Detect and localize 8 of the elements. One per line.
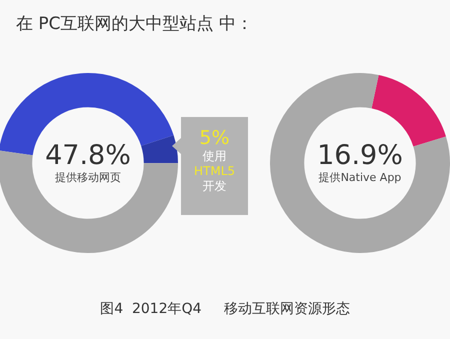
chart-title: 在 PC互联网的大中型站点 中： (16, 13, 253, 35)
text: 提供Native App (318, 171, 402, 185)
slice-label: 使用 HTML5 开发 (192, 149, 236, 194)
data-label: 5% (198, 127, 231, 149)
text: 16.9% (316, 140, 404, 171)
caption: 图4 2012年Q4 移动互联网资源形态 (99, 300, 351, 318)
text: 提供移动网页 (54, 171, 122, 185)
text: 47.8% (44, 140, 132, 171)
